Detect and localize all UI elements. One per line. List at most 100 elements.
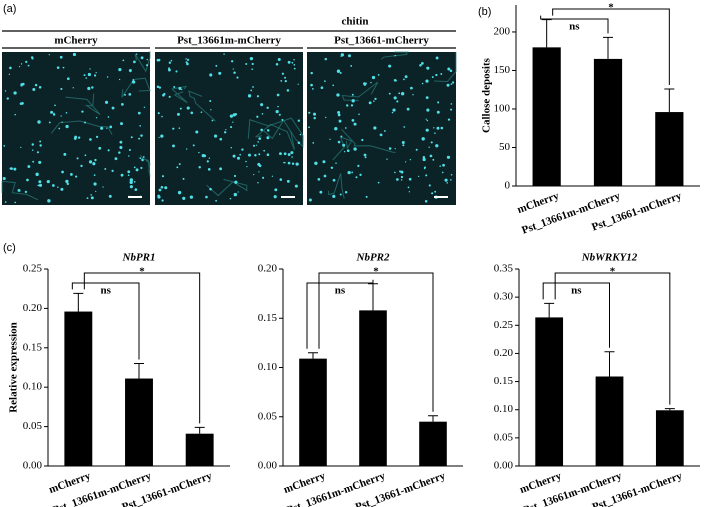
annotation: * xyxy=(608,2,614,14)
hypha xyxy=(138,154,151,177)
panel-title: chitin xyxy=(342,16,369,28)
deposit xyxy=(312,88,314,90)
deposit xyxy=(312,141,315,144)
deposit xyxy=(332,178,336,182)
deposit xyxy=(308,111,311,114)
deposit xyxy=(450,179,452,181)
y-tick-label: 0.05 xyxy=(494,431,514,443)
deposit xyxy=(412,94,414,96)
deposit xyxy=(425,118,427,120)
y-axis-label: Callose deposits xyxy=(481,57,493,133)
deposit xyxy=(218,71,222,75)
y-tick-label: 0.15 xyxy=(258,312,278,324)
annotation: ns xyxy=(335,285,346,297)
deposit xyxy=(256,95,260,98)
bracket xyxy=(71,282,140,360)
deposit xyxy=(56,66,60,69)
deposit xyxy=(271,175,274,177)
deposit xyxy=(211,119,214,122)
deposit xyxy=(353,147,357,151)
deposit xyxy=(119,140,123,144)
deposit xyxy=(173,86,176,89)
deposit xyxy=(76,157,79,160)
deposit xyxy=(121,103,124,106)
deposit xyxy=(95,190,97,193)
deposit xyxy=(181,88,183,91)
deposit xyxy=(363,153,367,157)
deposit xyxy=(89,138,92,141)
deposit xyxy=(185,58,187,60)
deposit xyxy=(104,168,107,170)
deposit xyxy=(434,132,436,134)
bar xyxy=(185,433,214,466)
deposit xyxy=(325,116,327,119)
deposit xyxy=(60,187,64,191)
deposit xyxy=(94,158,97,162)
deposit xyxy=(426,119,429,122)
deposit xyxy=(75,175,78,178)
deposit xyxy=(186,58,190,61)
deposit xyxy=(124,93,126,96)
error-bar xyxy=(308,352,318,359)
deposit xyxy=(65,112,68,114)
deposit xyxy=(140,56,144,60)
deposit xyxy=(353,122,357,126)
deposit xyxy=(168,95,171,98)
deposit xyxy=(421,61,424,65)
deposit xyxy=(38,180,42,184)
deposit xyxy=(13,91,17,95)
deposit xyxy=(245,160,247,163)
deposit xyxy=(135,168,139,172)
deposit xyxy=(433,127,435,129)
deposit xyxy=(50,110,54,114)
deposit xyxy=(77,136,81,139)
deposit xyxy=(163,92,166,96)
deposit xyxy=(297,119,301,122)
bar xyxy=(125,378,153,466)
deposit xyxy=(140,134,143,137)
deposit xyxy=(260,103,264,107)
error-bar xyxy=(541,19,552,48)
deposit xyxy=(393,96,397,100)
y-axis-label: Relative expression xyxy=(8,322,20,413)
deposit xyxy=(342,143,346,147)
bar xyxy=(532,47,561,187)
deposit xyxy=(230,126,233,129)
deposit xyxy=(398,92,401,95)
deposit xyxy=(297,141,301,145)
deposit xyxy=(158,86,162,89)
annotation: ns xyxy=(571,285,582,297)
deposit xyxy=(308,126,310,129)
deposit xyxy=(52,113,56,116)
deposit xyxy=(281,118,284,121)
deposit xyxy=(160,134,164,138)
deposit xyxy=(215,199,218,202)
bar xyxy=(64,311,93,466)
deposit xyxy=(27,165,31,168)
deposit xyxy=(129,70,132,73)
error-bar xyxy=(194,426,205,434)
y-tick-label: 0.00 xyxy=(494,460,514,472)
image-label: Pst_13661m-mCherry xyxy=(177,35,281,47)
deposit xyxy=(388,147,392,150)
deposit xyxy=(158,136,160,139)
deposit xyxy=(95,117,98,119)
deposit xyxy=(424,199,428,203)
deposit xyxy=(431,192,434,195)
deposit xyxy=(95,135,99,138)
deposit xyxy=(403,78,405,81)
deposit xyxy=(252,86,254,88)
deposit xyxy=(95,72,97,74)
deposit xyxy=(313,112,317,116)
deposit xyxy=(61,121,63,123)
deposit xyxy=(164,186,168,190)
deposit xyxy=(177,190,182,195)
bracket xyxy=(318,272,434,412)
deposit xyxy=(357,164,360,168)
deposit xyxy=(277,57,281,62)
deposit xyxy=(373,126,377,130)
deposit xyxy=(291,162,295,165)
deposit xyxy=(403,126,406,128)
deposit xyxy=(351,118,355,122)
deposit xyxy=(400,179,403,181)
